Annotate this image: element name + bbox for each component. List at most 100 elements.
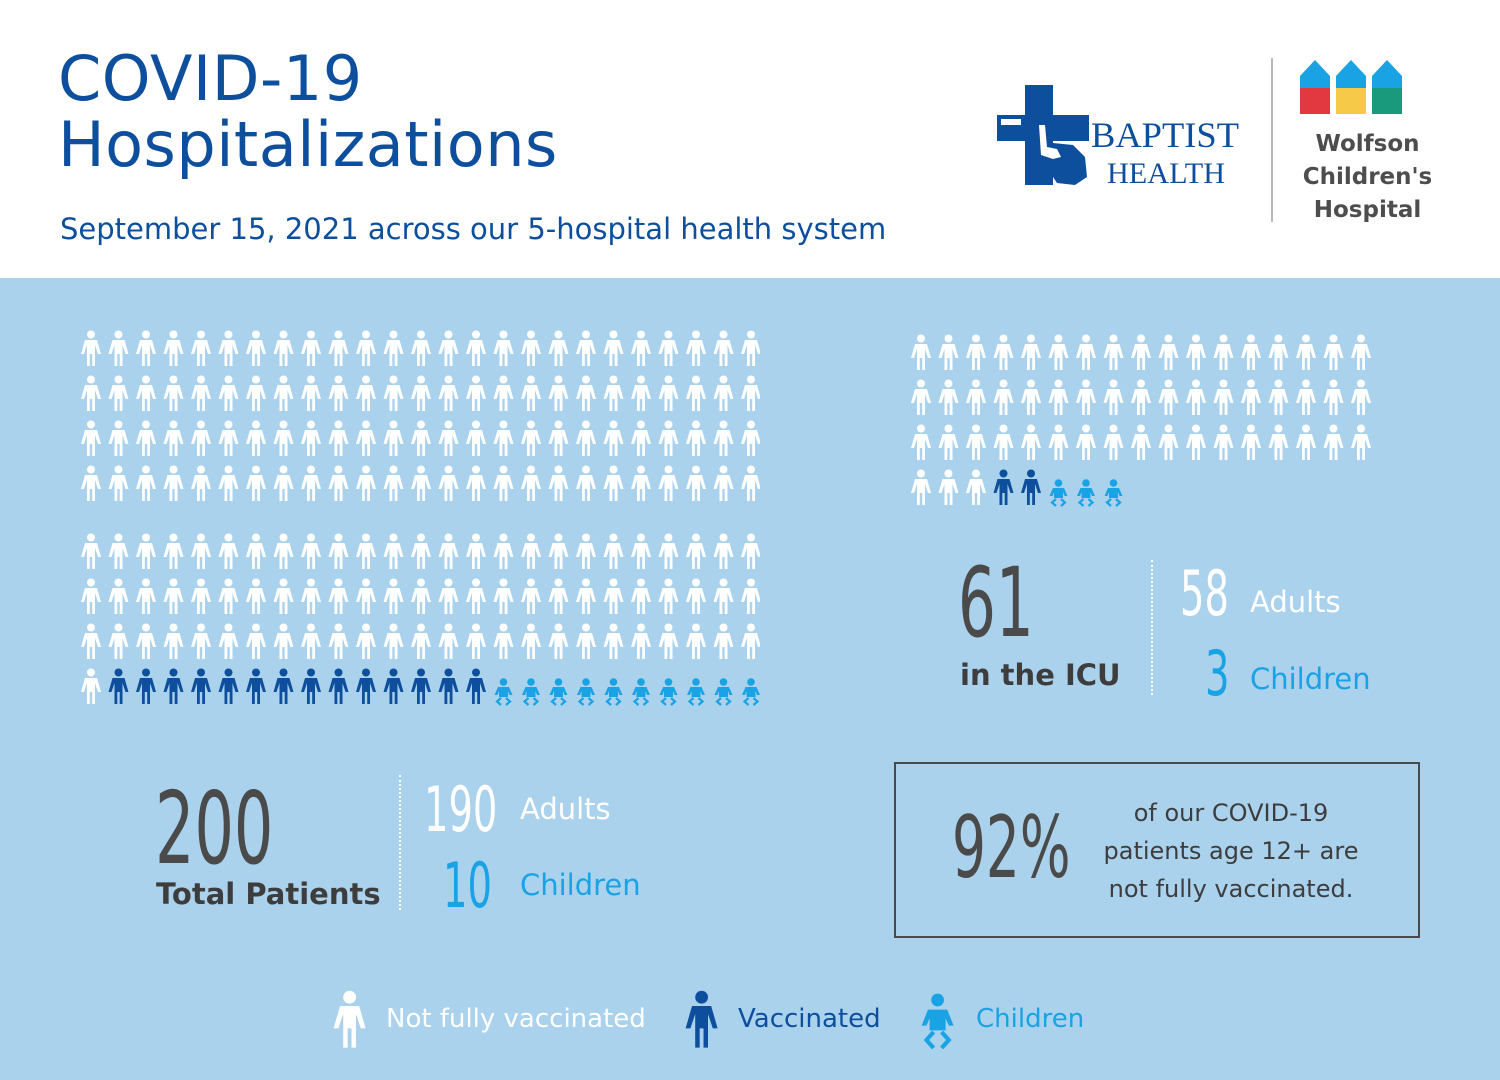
person-adult-icon <box>713 420 734 456</box>
legend-vaccinated: Vaccinated <box>682 990 892 1050</box>
person-adult-icon <box>191 623 211 659</box>
person-adult-icon <box>576 533 596 569</box>
person-adult-icon <box>218 623 239 659</box>
icu-adults-number: 58 <box>1180 557 1229 630</box>
person-adult-icon <box>81 623 101 659</box>
person-adult-icon <box>1021 379 1041 415</box>
person-adult-icon <box>108 420 129 456</box>
person-adult-icon <box>383 623 404 659</box>
person-adult-icon <box>1323 379 1344 415</box>
person-adult-icon <box>191 420 211 456</box>
person-adult-icon <box>1103 334 1124 370</box>
person-adult-icon <box>438 375 459 411</box>
person-adult-icon <box>163 330 184 366</box>
total-children-label: Children <box>520 868 641 902</box>
child-icon <box>494 678 513 706</box>
person-adult-icon <box>1268 424 1289 460</box>
person-adult-icon <box>741 420 760 456</box>
person-adult-icon <box>603 330 624 366</box>
person-adult-icon <box>548 623 569 659</box>
person-adult-icon <box>356 533 376 569</box>
person-adult-icon <box>1323 334 1344 370</box>
person-adult-icon <box>273 465 294 501</box>
callout-percent: 92% <box>952 798 1071 898</box>
person-adult-icon <box>163 420 184 456</box>
person-adult-icon <box>108 623 129 659</box>
person-adult-icon <box>246 330 266 366</box>
person-adult-icon <box>356 578 376 614</box>
person-adult-icon <box>273 330 294 366</box>
person-adult-icon <box>273 533 294 569</box>
person-adult-icon <box>81 533 101 569</box>
person-adult-icon <box>493 533 514 569</box>
person-adult-icon <box>658 465 679 501</box>
person-adult-icon <box>136 375 156 411</box>
person-adult-icon <box>466 668 486 704</box>
person-adult-icon <box>1131 424 1151 460</box>
total-adults-label: Adults <box>520 792 611 826</box>
person-adult-icon <box>1021 334 1041 370</box>
total-adults-number: 190 <box>424 773 498 846</box>
legend-label-vaccinated: Vaccinated <box>738 1004 881 1034</box>
person-adult-icon <box>136 623 156 659</box>
person-adult-icon <box>938 469 959 505</box>
person-adult-icon <box>966 424 986 460</box>
person-adult-icon <box>741 623 760 659</box>
person-adult-icon <box>658 420 679 456</box>
person-adult-icon <box>1158 424 1179 460</box>
person-adult-icon <box>301 533 321 569</box>
person-adult-icon <box>411 533 431 569</box>
child-icon <box>659 678 678 706</box>
icu-children-label: Children <box>1250 662 1371 696</box>
person-adult-icon <box>273 623 294 659</box>
person-adult-icon <box>631 465 651 501</box>
title-line-1: COVID-19 <box>58 42 363 115</box>
person-adult-icon <box>356 375 376 411</box>
child-icon <box>604 678 623 706</box>
person-adult-icon <box>1076 424 1096 460</box>
person-adult-icon <box>108 578 129 614</box>
person-adult-icon <box>273 668 294 704</box>
person-adult-icon <box>163 578 184 614</box>
person-adult-icon <box>686 420 706 456</box>
person-adult-icon <box>521 578 541 614</box>
person-adult-icon <box>631 578 651 614</box>
person-adult-icon <box>108 668 129 704</box>
person-adult-icon <box>603 578 624 614</box>
person-adult-icon <box>576 330 596 366</box>
person-adult-icon <box>1103 424 1124 460</box>
person-adult-icon <box>218 375 239 411</box>
child-icon <box>742 678 760 706</box>
person-adult-icon <box>163 533 184 569</box>
person-adult-icon <box>1213 334 1234 370</box>
person-adult-icon <box>603 465 624 501</box>
child-icon <box>577 678 595 706</box>
person-adult-icon <box>521 375 541 411</box>
person-adult-icon <box>1241 379 1261 415</box>
person-adult-icon <box>686 330 706 366</box>
person-adult-icon <box>1021 424 1041 460</box>
person-adult-icon <box>1268 379 1289 415</box>
person-adult-icon <box>1131 379 1151 415</box>
callout-text: of our COVID-19 patients age 12+ are not… <box>1096 794 1366 908</box>
person-adult-icon <box>1158 334 1179 370</box>
person-adult-icon <box>548 465 569 501</box>
person-adult-icon <box>136 420 156 456</box>
person-adult-icon <box>1351 424 1371 460</box>
person-adult-icon <box>966 469 986 505</box>
person-adult-icon <box>246 420 266 456</box>
person-adult-icon <box>438 465 459 501</box>
total-patients-number: 200 <box>155 770 274 887</box>
person-adult-icon <box>521 533 541 569</box>
person-adult-icon <box>686 465 706 501</box>
person-adult-icon <box>411 623 431 659</box>
person-adult-icon <box>108 465 129 501</box>
person-adult-icon <box>911 379 931 415</box>
total-children-number: 10 <box>443 849 492 922</box>
person-adult-icon <box>356 420 376 456</box>
person-adult-icon <box>328 465 349 501</box>
total-divider <box>399 775 401 910</box>
person-adult-icon <box>1351 334 1371 370</box>
person-adult-icon <box>438 420 459 456</box>
person-adult-icon <box>328 375 349 411</box>
